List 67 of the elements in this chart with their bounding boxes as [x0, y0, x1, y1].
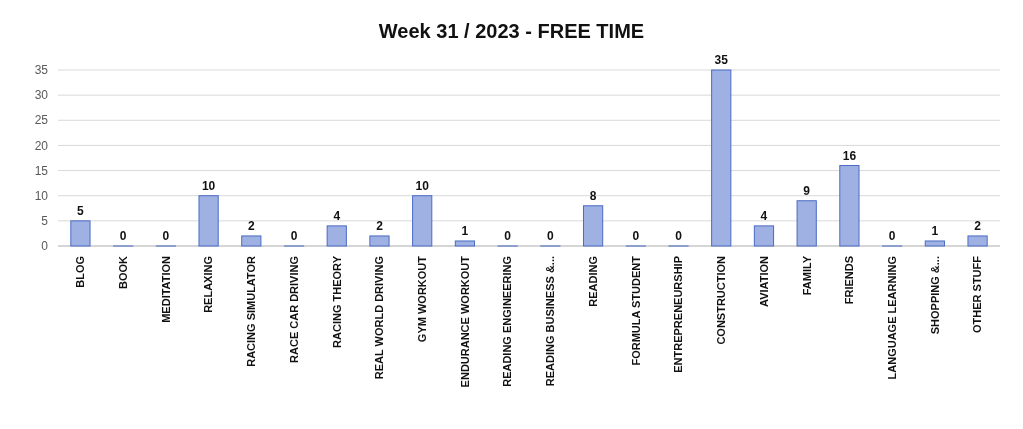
x-tick-label: REAL WORLD DRIVING: [373, 256, 386, 380]
bar: [924, 240, 945, 247]
data-label: 0: [632, 229, 640, 243]
bar: [711, 69, 732, 247]
data-label: 4: [760, 208, 768, 223]
y-tick-label: 15: [34, 163, 49, 178]
x-tick-label: READING BUSINESS &...: [544, 256, 557, 387]
x-tick-label: READING ENGINEERING: [501, 256, 514, 387]
y-tick-label: 25: [34, 113, 49, 128]
y-tick-label: 0: [41, 239, 49, 254]
x-tick-label: AVIATION: [757, 255, 770, 307]
bar: [198, 195, 219, 247]
x-tick-label: LANGUAGE LEARNING: [885, 256, 898, 380]
bar: [70, 220, 91, 247]
bar: [582, 205, 604, 247]
bar: [369, 235, 390, 247]
chart-title: Week 31 / 2023 - FREE TIME: [378, 20, 645, 42]
bar: [839, 165, 860, 247]
bar: [412, 195, 433, 247]
x-tick-label: GYM WORKOUT: [416, 255, 429, 343]
data-label: 1: [461, 223, 469, 238]
data-label: 16: [842, 148, 857, 163]
bar: [326, 225, 347, 247]
x-tick-label: RACING THEORY: [330, 255, 343, 348]
data-label: 2: [376, 218, 384, 233]
data-label: 2: [247, 218, 255, 233]
data-label: 0: [547, 229, 555, 243]
x-tick-label: BLOG: [74, 256, 87, 288]
x-tick-label: RACING SIMULATOR: [245, 255, 258, 367]
data-label: 0: [504, 229, 512, 243]
y-tick-label: 30: [34, 88, 49, 103]
data-label: 0: [675, 229, 683, 243]
data-label: 4: [333, 208, 341, 223]
data-label: 2: [974, 218, 982, 233]
data-label: 35: [714, 53, 729, 67]
data-label: 1: [931, 223, 939, 238]
data-label: 0: [162, 229, 170, 243]
y-tick-label: 20: [34, 138, 49, 153]
x-tick-label: OTHER STUFF: [971, 255, 984, 333]
bar: [241, 235, 262, 247]
x-tick-label: FAMILY: [800, 255, 813, 296]
bar: [454, 240, 476, 247]
data-label: 9: [803, 183, 811, 198]
x-tick-label: MEDITATION: [159, 255, 172, 323]
data-label: 10: [201, 178, 216, 193]
bar: [796, 200, 817, 247]
x-tick-label: ENTREPRENEURSHIP: [672, 256, 685, 373]
bar: [753, 225, 775, 247]
data-label: 0: [290, 229, 298, 243]
x-tick-label: READING: [586, 256, 599, 307]
x-tick-label: CONSTRUCTION: [715, 255, 728, 345]
y-tick-label: 35: [34, 63, 49, 78]
x-tick-label: FRIENDS: [843, 256, 856, 305]
data-label: 0: [888, 229, 896, 243]
y-tick-label: 10: [34, 188, 49, 203]
x-tick-label: ENDURANCE WORKOUT: [458, 255, 471, 388]
bar: [967, 235, 988, 247]
x-tick-label: RACE CAR DRIVING: [287, 256, 300, 363]
y-tick-label: 5: [41, 214, 49, 229]
x-tick-label: FORMULA STUDENT: [629, 255, 642, 366]
x-tick-label: RELAXING: [202, 256, 215, 313]
x-tick-label: BOOK: [117, 255, 129, 289]
x-tick-label: SHOPPING &...: [928, 256, 941, 335]
data-label: 10: [415, 178, 430, 193]
data-label: 0: [119, 229, 127, 243]
data-label: 5: [77, 203, 85, 218]
data-label: 8: [589, 188, 597, 203]
